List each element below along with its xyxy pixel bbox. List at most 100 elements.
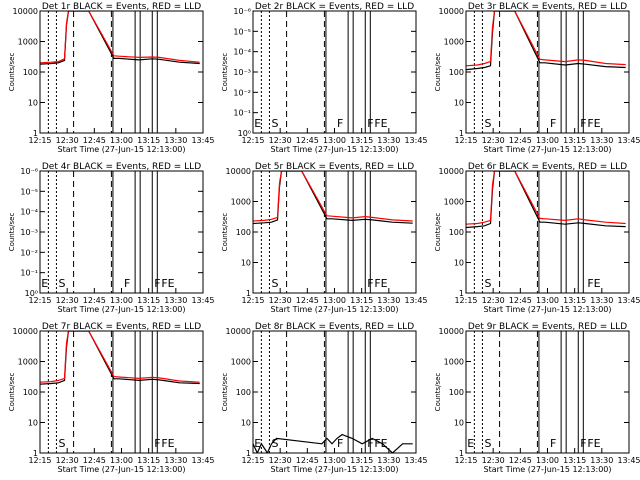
y-tick-label: 100: [23, 388, 38, 397]
x-axis-label: Start Time (27-Jun-15 12:13:00): [58, 145, 186, 154]
series-events: [466, 11, 626, 71]
x-tick-label: 12:45: [296, 296, 319, 305]
y-tick-label: 10000: [13, 327, 38, 336]
marker-label: F: [154, 437, 160, 450]
x-tick-label: 13:15: [563, 136, 586, 145]
x-tick-label: 12:15: [28, 456, 51, 465]
x-tick-label: 13:45: [191, 296, 214, 305]
series-events: [40, 331, 200, 385]
x-tick-label: 12:45: [509, 296, 532, 305]
y-tick-label: 1000: [444, 38, 464, 47]
marker-label: F: [367, 437, 373, 450]
y-tick-label: 10: [241, 419, 251, 428]
panel-title: Det 9r BLACK = Events, RED = LLD: [468, 322, 627, 332]
x-tick-label: 13:15: [350, 136, 373, 145]
y-tick-label: 1: [33, 449, 38, 458]
y-tick-label: 10000: [439, 7, 464, 16]
y-tick-label: 10⁻⁶: [233, 7, 251, 16]
panel-title: Det 5r BLACK = Events, RED = LLD: [255, 162, 414, 172]
y-axis-label: Counts/sec: [434, 373, 442, 412]
x-tick-label: 13:45: [404, 456, 427, 465]
y-tick-label: 1: [246, 289, 251, 298]
x-tick-label: 12:15: [28, 136, 51, 145]
x-tick-label: 13:15: [137, 456, 160, 465]
marker-label: S: [484, 277, 491, 290]
y-tick-label: 1000: [18, 358, 38, 367]
marker-label: F: [550, 437, 556, 450]
x-tick-label: 12:30: [269, 296, 292, 305]
marker-label: F: [367, 117, 373, 130]
plot-frame: [465, 170, 630, 294]
y-tick-label: 10: [454, 99, 464, 108]
x-tick-label: 12:45: [83, 296, 106, 305]
y-tick-label: 10000: [13, 7, 38, 16]
y-tick-label: 1000: [444, 198, 464, 207]
x-tick-label: 12:45: [83, 456, 106, 465]
panel-title: Det 6r BLACK = Events, RED = LLD: [468, 162, 627, 172]
x-tick-label: 12:30: [482, 456, 505, 465]
x-tick-label: 12:15: [28, 296, 51, 305]
plot-frame: [39, 330, 204, 454]
marker-label: S: [271, 277, 278, 290]
x-tick-label: 12:45: [296, 456, 319, 465]
y-tick-label: 10⁰: [238, 129, 251, 138]
x-tick-label: 13:30: [590, 136, 613, 145]
panel-det7r: Det 7r BLACK = Events, RED = LLD S F FE 1 10 1…: [8, 322, 215, 474]
x-tick-label: 12:30: [56, 296, 79, 305]
series-lld: [466, 11, 626, 67]
y-tick-label: 10000: [439, 167, 464, 176]
y-tick-label: 10: [28, 419, 38, 428]
plot-frame: [39, 170, 204, 294]
x-tick-label: 13:30: [164, 136, 187, 145]
x-tick-label: 13:15: [137, 296, 160, 305]
y-tick-label: 10⁰: [25, 289, 38, 298]
series-events: [40, 11, 200, 65]
plot-frame: [39, 10, 204, 134]
x-tick-label: 13:15: [563, 296, 586, 305]
series-lld: [466, 171, 626, 225]
series-lld: [40, 11, 200, 64]
marker-label: FE: [587, 277, 600, 290]
x-tick-label: 12:15: [241, 136, 264, 145]
plot-frame: [252, 330, 417, 454]
y-tick-label: 1: [459, 449, 464, 458]
x-tick-label: 13:00: [323, 296, 346, 305]
y-tick-label: 100: [449, 228, 464, 237]
panel-det5r: Det 5r BLACK = Events, RED = LLD S F FE 1 10 1…: [221, 162, 428, 314]
x-tick-label: 12:45: [509, 136, 532, 145]
x-axis-label: Start Time (27-Jun-15 12:13:00): [58, 465, 186, 474]
plot-frame: [465, 330, 630, 454]
y-tick-label: 10⁻⁵: [20, 187, 38, 196]
series-events: [253, 171, 413, 225]
x-tick-label: 13:45: [404, 296, 427, 305]
x-tick-label: 13:15: [563, 456, 586, 465]
marker-label: FE: [161, 437, 174, 450]
series-lld: [253, 171, 413, 222]
x-tick-label: 12:45: [83, 136, 106, 145]
x-tick-label: 13:30: [164, 296, 187, 305]
y-axis-label: Counts/sec: [8, 53, 16, 92]
marker-label: F: [337, 117, 343, 130]
x-tick-label: 13:45: [617, 296, 640, 305]
y-tick-label: 100: [449, 68, 464, 77]
x-tick-label: 13:15: [350, 456, 373, 465]
series-lld: [40, 331, 200, 383]
plot-frame: [465, 10, 630, 134]
marker-label: FE: [374, 437, 387, 450]
y-axis-label: Counts/sec: [221, 213, 229, 252]
x-tick-label: 13:00: [110, 456, 133, 465]
y-axis-label: Counts/sec: [221, 53, 229, 92]
marker-label: FE: [374, 277, 387, 290]
y-tick-label: 10000: [226, 167, 251, 176]
x-tick-label: 12:15: [454, 296, 477, 305]
x-tick-label: 12:30: [56, 456, 79, 465]
x-tick-label: 13:45: [191, 136, 214, 145]
marker-label: FE: [374, 117, 387, 130]
marker-label: F: [154, 277, 160, 290]
x-tick-label: 12:30: [482, 136, 505, 145]
plot-frame: [252, 170, 417, 294]
y-tick-label: 10⁻⁴: [20, 208, 38, 217]
